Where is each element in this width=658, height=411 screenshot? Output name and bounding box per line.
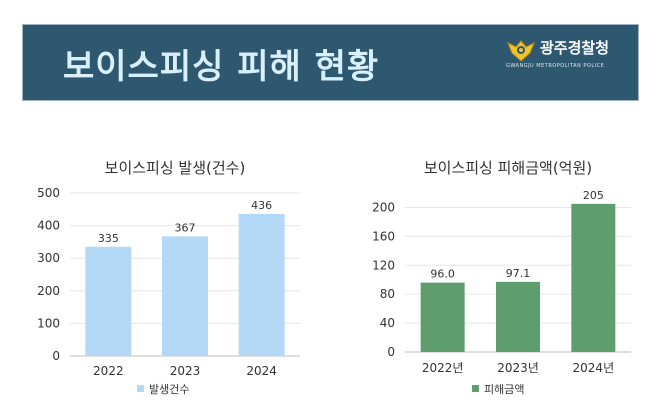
y-tick-label-1: 400 <box>37 219 60 233</box>
y-tick-label-2: 200 <box>372 200 395 214</box>
page-title: 보이스피싱 피해 현황 <box>63 47 380 87</box>
x-tick-label-1: 2023 <box>170 364 201 378</box>
data-label-1: 335 <box>98 232 119 245</box>
x-tick-label-2: 2024년 <box>573 361 615 375</box>
bar-2-2024년 <box>571 203 616 352</box>
legend-label-2: 피해금액 <box>484 382 524 396</box>
chart-title-2: 보이스피싱 피해금액(억원) <box>424 159 592 177</box>
bar-1-2023 <box>162 236 208 356</box>
legend-swatch-1 <box>137 385 144 392</box>
chart-title-1: 보이스피싱 발생(건수) <box>105 159 246 177</box>
bar-1-2022 <box>85 246 132 356</box>
data-label-2: 97.1 <box>506 267 531 280</box>
legend-swatch-2 <box>472 385 479 392</box>
bar-2-2023년 <box>496 281 540 352</box>
x-tick-label-2: 2023년 <box>497 361 539 375</box>
police-emblem-icon <box>507 40 535 62</box>
data-label-2: 96.0 <box>430 268 455 281</box>
x-tick-label-2: 2022년 <box>422 361 464 375</box>
data-label-1: 436 <box>251 199 272 212</box>
y-tick-label-1: 200 <box>37 284 60 298</box>
police-org-subtitle: GWANGJU METROPOLITAN POLICE <box>506 63 605 69</box>
bar-2-2022년 <box>420 282 465 352</box>
data-label-1: 367 <box>175 221 196 234</box>
title-banner: 보이스피싱 피해 현황 광주경찰청 GWANGJU METROPOLITAN P… <box>22 24 639 101</box>
police-logo: 광주경찰청 GWANGJU METROPOLITAN POLICE <box>506 35 624 71</box>
y-tick-label-1: 300 <box>37 251 60 265</box>
y-tick-label-1: 100 <box>37 316 60 330</box>
police-org-name: 광주경찰청 <box>540 39 610 57</box>
y-tick-label-2: 80 <box>380 287 395 301</box>
y-tick-label-1: 0 <box>52 349 60 363</box>
bar-1-2024 <box>238 213 285 356</box>
y-tick-label-2: 120 <box>372 258 395 272</box>
y-tick-label-1: 500 <box>37 186 60 200</box>
data-label-2: 205 <box>583 189 604 202</box>
y-tick-label-2: 40 <box>380 316 395 330</box>
legend-label-1: 발생건수 <box>149 383 189 396</box>
y-tick-label-2: 0 <box>387 345 395 359</box>
y-tick-label-2: 160 <box>372 229 395 243</box>
x-tick-label-1: 2022 <box>93 364 124 378</box>
x-tick-label-1: 2024 <box>246 364 277 378</box>
